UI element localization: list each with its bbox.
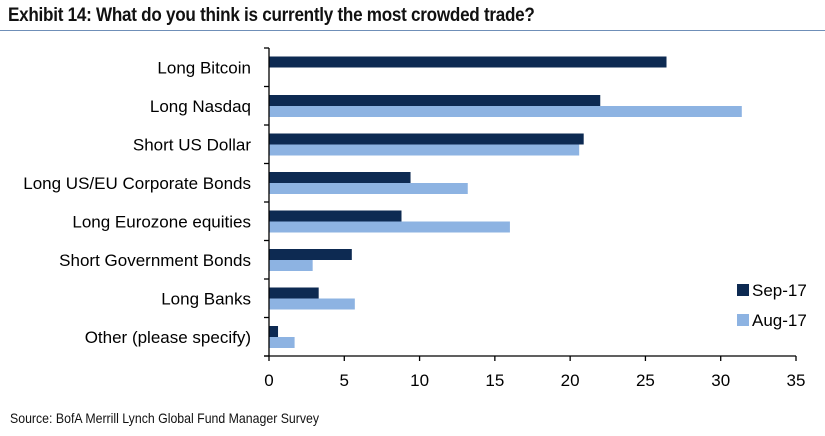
legend-swatch-aug-17 — [737, 314, 749, 326]
x-tick-label: 0 — [264, 371, 273, 390]
category-label: Long US/EU Corporate Bonds — [23, 174, 251, 193]
category-label: Short US Dollar — [133, 135, 251, 154]
category-label: Long Bitcoin — [157, 58, 251, 77]
bar-sep-17 — [269, 95, 601, 106]
x-tick-label: 35 — [787, 371, 806, 390]
bar-sep-17 — [269, 249, 352, 260]
bar-sep-17 — [269, 210, 402, 222]
x-tick-label: 25 — [636, 371, 655, 390]
x-tick-label: 15 — [485, 371, 504, 390]
x-tick-label: 20 — [561, 371, 580, 390]
bar-aug-17 — [269, 106, 742, 117]
x-tick-label: 30 — [711, 371, 730, 390]
x-tick-label: 5 — [340, 371, 349, 390]
category-label: Other (please specify) — [85, 328, 251, 347]
x-tick-label: 10 — [410, 371, 429, 390]
bar-aug-17 — [269, 298, 355, 310]
bar-sep-17 — [269, 133, 584, 145]
bar-aug-17 — [269, 144, 580, 156]
category-label: Long Banks — [161, 289, 251, 308]
bar-sep-17 — [269, 172, 411, 183]
legend-label: Sep-17 — [752, 281, 807, 300]
bar-sep-17 — [269, 287, 319, 299]
category-label: Short Government Bonds — [59, 251, 251, 270]
title-divider — [0, 30, 825, 31]
legend-swatch-sep-17 — [737, 284, 749, 296]
bar-aug-17 — [269, 337, 295, 348]
bar-aug-17 — [269, 260, 313, 271]
source-note: Source: BofA Merrill Lynch Global Fund M… — [10, 410, 320, 426]
chart-title: Exhibit 14: What do you think is current… — [8, 5, 535, 26]
legend-label: Aug-17 — [752, 311, 807, 330]
category-label: Long Nasdaq — [150, 97, 251, 116]
bar-aug-17 — [269, 183, 468, 194]
bar-sep-17 — [269, 56, 667, 68]
bar-aug-17 — [269, 221, 510, 233]
bar-sep-17 — [269, 326, 279, 337]
category-label: Long Eurozone equities — [72, 212, 251, 231]
